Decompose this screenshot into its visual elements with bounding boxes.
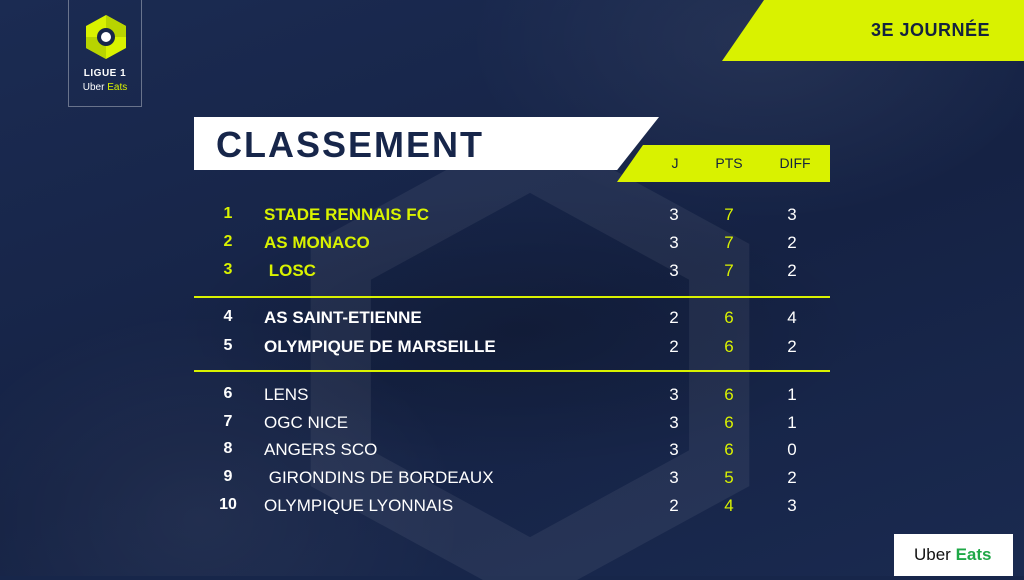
points: 7 [724,261,734,280]
sponsor-eats: Eats [107,82,128,93]
played: 2 [669,308,679,327]
header-pts: PTS [715,155,743,171]
points: 5 [724,468,734,487]
team-name: LENS [264,385,309,404]
team-name: OGC NICE [264,413,349,432]
column-header-bar: J PTS DIFF [617,145,830,182]
rank: 7 [223,413,233,430]
table-row: 8 ANGERS SCO 3 6 0 [0,438,1024,462]
goal-diff: 0 [787,440,797,459]
rank: 4 [223,308,233,325]
ligue1-logo: LIGUE 1 Uber Eats [68,0,142,107]
points: 6 [724,337,734,356]
sponsor-badge-text: Uber Eats [914,545,992,565]
played: 3 [669,205,679,224]
header-diff: DIFF [779,155,811,171]
points: 6 [724,308,734,327]
table-row: 2 AS MONACO 3 7 2 [0,231,1024,255]
team-name: OLYMPIQUE DE MARSEILLE [264,337,496,356]
table-row: 7 OGC NICE 3 6 1 [0,411,1024,435]
title-bar: CLASSEMENT [194,117,659,170]
played: 3 [669,413,679,432]
points: 7 [724,205,734,224]
goal-diff: 2 [787,337,797,356]
played: 3 [669,468,679,487]
played: 2 [669,496,679,515]
goal-diff: 3 [787,205,797,224]
team-name: OLYMPIQUE LYONNAIS [264,496,454,515]
points: 7 [724,233,734,252]
rank: 8 [223,440,233,457]
matchday-label: 3E JOURNÉE [870,20,990,40]
team-name: GIRONDINS DE BORDEAUX [264,468,494,487]
played: 3 [669,385,679,404]
points: 6 [724,413,734,432]
rank: 2 [223,233,233,250]
points: 6 [724,385,734,404]
ligue1-watermark-icon [310,150,750,580]
rank: 6 [223,385,233,402]
matchday-banner: 3E JOURNÉE [722,0,1024,61]
points: 6 [724,440,734,459]
league-name: LIGUE 1 [83,68,127,79]
goal-diff: 1 [787,385,797,404]
sponsor-uber: Uber [82,82,105,93]
rank: 10 [219,496,237,513]
table-row: 5 OLYMPIQUE DE MARSEILLE 2 6 2 [0,335,1024,359]
points: 4 [724,496,734,515]
league-sponsor: Uber Eats [69,82,141,93]
ligue1-logo-icon [86,15,126,59]
team-name: AS MONACO [264,233,370,252]
team-name: AS SAINT-ETIENNE [264,308,422,327]
table-row: 3 LOSC 3 7 2 [0,259,1024,283]
goal-diff: 1 [787,413,797,432]
sponsor-badge: Uber Eats [894,534,1013,576]
badge-uber: Uber [914,545,951,564]
table-row: 10 OLYMPIQUE LYONNAIS 2 4 3 [0,494,1024,518]
played: 3 [669,233,679,252]
table-row: 1 STADE RENNAIS FC 3 7 3 [0,203,1024,227]
table-row: 4 AS SAINT-ETIENNE 2 6 4 [0,306,1024,330]
team-name: LOSC [264,261,316,280]
table-row: 9 GIRONDINS DE BORDEAUX 3 5 2 [0,466,1024,490]
goal-diff: 2 [787,233,797,252]
team-name: STADE RENNAIS FC [264,205,429,224]
rank: 9 [223,468,233,485]
page-title: CLASSEMENT [216,124,485,165]
goal-diff: 2 [787,468,797,487]
separator-line [194,370,830,372]
played: 3 [669,261,679,280]
played: 2 [669,337,679,356]
team-name: ANGERS SCO [264,440,378,459]
rank: 5 [223,337,233,354]
rank: 1 [223,205,233,222]
played: 3 [669,440,679,459]
header-j: J [671,155,679,171]
separator-line [194,296,830,298]
goal-diff: 2 [787,261,797,280]
table-row: 6 LENS 3 6 1 [0,383,1024,407]
rank: 3 [223,261,233,278]
goal-diff: 3 [787,496,797,515]
badge-eats: Eats [955,545,992,564]
goal-diff: 4 [787,308,797,327]
